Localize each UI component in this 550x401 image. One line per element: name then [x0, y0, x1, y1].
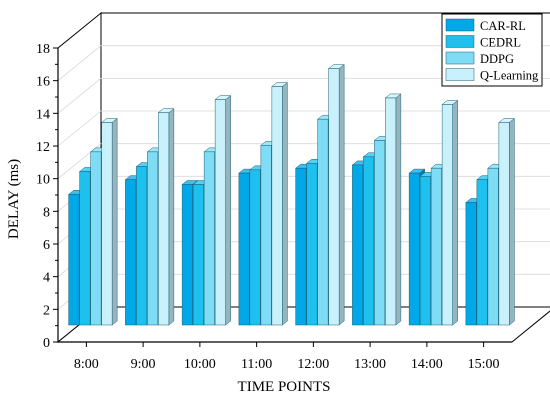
legend-label: CAR-RL	[480, 19, 526, 33]
bar	[271, 86, 283, 326]
bar	[317, 118, 329, 326]
bar	[101, 122, 113, 326]
bar	[90, 151, 102, 326]
bar	[147, 151, 159, 326]
bar	[214, 99, 226, 326]
bar	[363, 156, 375, 326]
bar-side	[168, 108, 175, 326]
bar	[68, 194, 80, 326]
y-tick-label: 8	[43, 205, 50, 220]
bar	[306, 163, 318, 326]
bar-side	[225, 95, 231, 326]
bar	[238, 172, 250, 326]
legend-swatch	[445, 35, 475, 48]
bar	[498, 122, 510, 326]
legend-swatch	[445, 68, 475, 81]
x-tick-label: 12:00	[297, 357, 329, 372]
x-tick-label: 9:00	[131, 357, 156, 372]
x-tick-label: 11:00	[241, 357, 272, 372]
y-tick-labels: 0 2 4 6 8 10 12 14 16 18	[36, 42, 50, 351]
bar	[465, 202, 477, 326]
bar	[192, 184, 204, 326]
y-tick-label: 4	[43, 271, 50, 286]
bar	[260, 145, 272, 326]
bar	[125, 179, 137, 326]
grid-line	[57, 77, 550, 114]
y-axis-label: DELAY (ms)	[6, 159, 22, 239]
legend-swatch	[445, 51, 475, 65]
y-tick-label: 16	[36, 75, 50, 90]
bar	[249, 169, 261, 326]
legend-label: DDPG	[480, 52, 514, 66]
bar-side	[338, 64, 345, 326]
bar	[352, 164, 364, 326]
x-tick-labels: 8:00 9:00 10:00 11:00 12:00 13:00 14:00 15:00	[74, 342, 500, 372]
bar	[136, 166, 148, 326]
x-tick-label: 15:00	[468, 357, 500, 372]
y-tick-label: 10	[36, 173, 50, 188]
bar	[476, 179, 488, 326]
bar-side	[395, 93, 402, 326]
legend: CAR-RL CEDRL DDPG Q-Learning	[441, 13, 543, 87]
bar	[408, 172, 420, 326]
y-tick-label: 18	[36, 42, 50, 57]
axes	[53, 47, 512, 343]
bar	[419, 176, 431, 326]
x-tick-label: 8:00	[74, 357, 99, 372]
bar	[374, 140, 386, 326]
bar	[181, 184, 193, 326]
x-tick-label: 14:00	[411, 357, 443, 372]
y-tick-label: 2	[43, 303, 50, 318]
legend-swatch	[445, 18, 475, 32]
x-axis-label: TIME POINTS	[238, 379, 331, 395]
grid-line	[57, 143, 550, 179]
bar	[79, 171, 91, 326]
y-tick-label: 0	[43, 336, 50, 351]
bar	[328, 68, 340, 326]
legend-label: CEDRL	[480, 36, 521, 50]
y-tick-label: 6	[43, 238, 50, 253]
bar-side	[111, 117, 118, 326]
y-tick-label: 12	[36, 140, 50, 155]
grid-line	[57, 110, 550, 147]
grid-line	[57, 45, 550, 81]
bar-side	[509, 117, 515, 326]
bar-side	[282, 82, 288, 326]
bars	[67, 64, 516, 326]
x-tick-label: 10:00	[184, 357, 216, 372]
legend-label: Q-Learning	[480, 69, 539, 83]
bar	[295, 167, 307, 326]
bar	[430, 167, 442, 326]
y-tick-label: 14	[36, 107, 50, 122]
bar-side	[452, 99, 458, 326]
bar	[158, 112, 170, 326]
bar	[203, 151, 215, 326]
bar	[441, 104, 453, 326]
bar	[487, 167, 499, 326]
x-tick-label: 13:00	[354, 357, 386, 372]
bar	[385, 97, 397, 326]
